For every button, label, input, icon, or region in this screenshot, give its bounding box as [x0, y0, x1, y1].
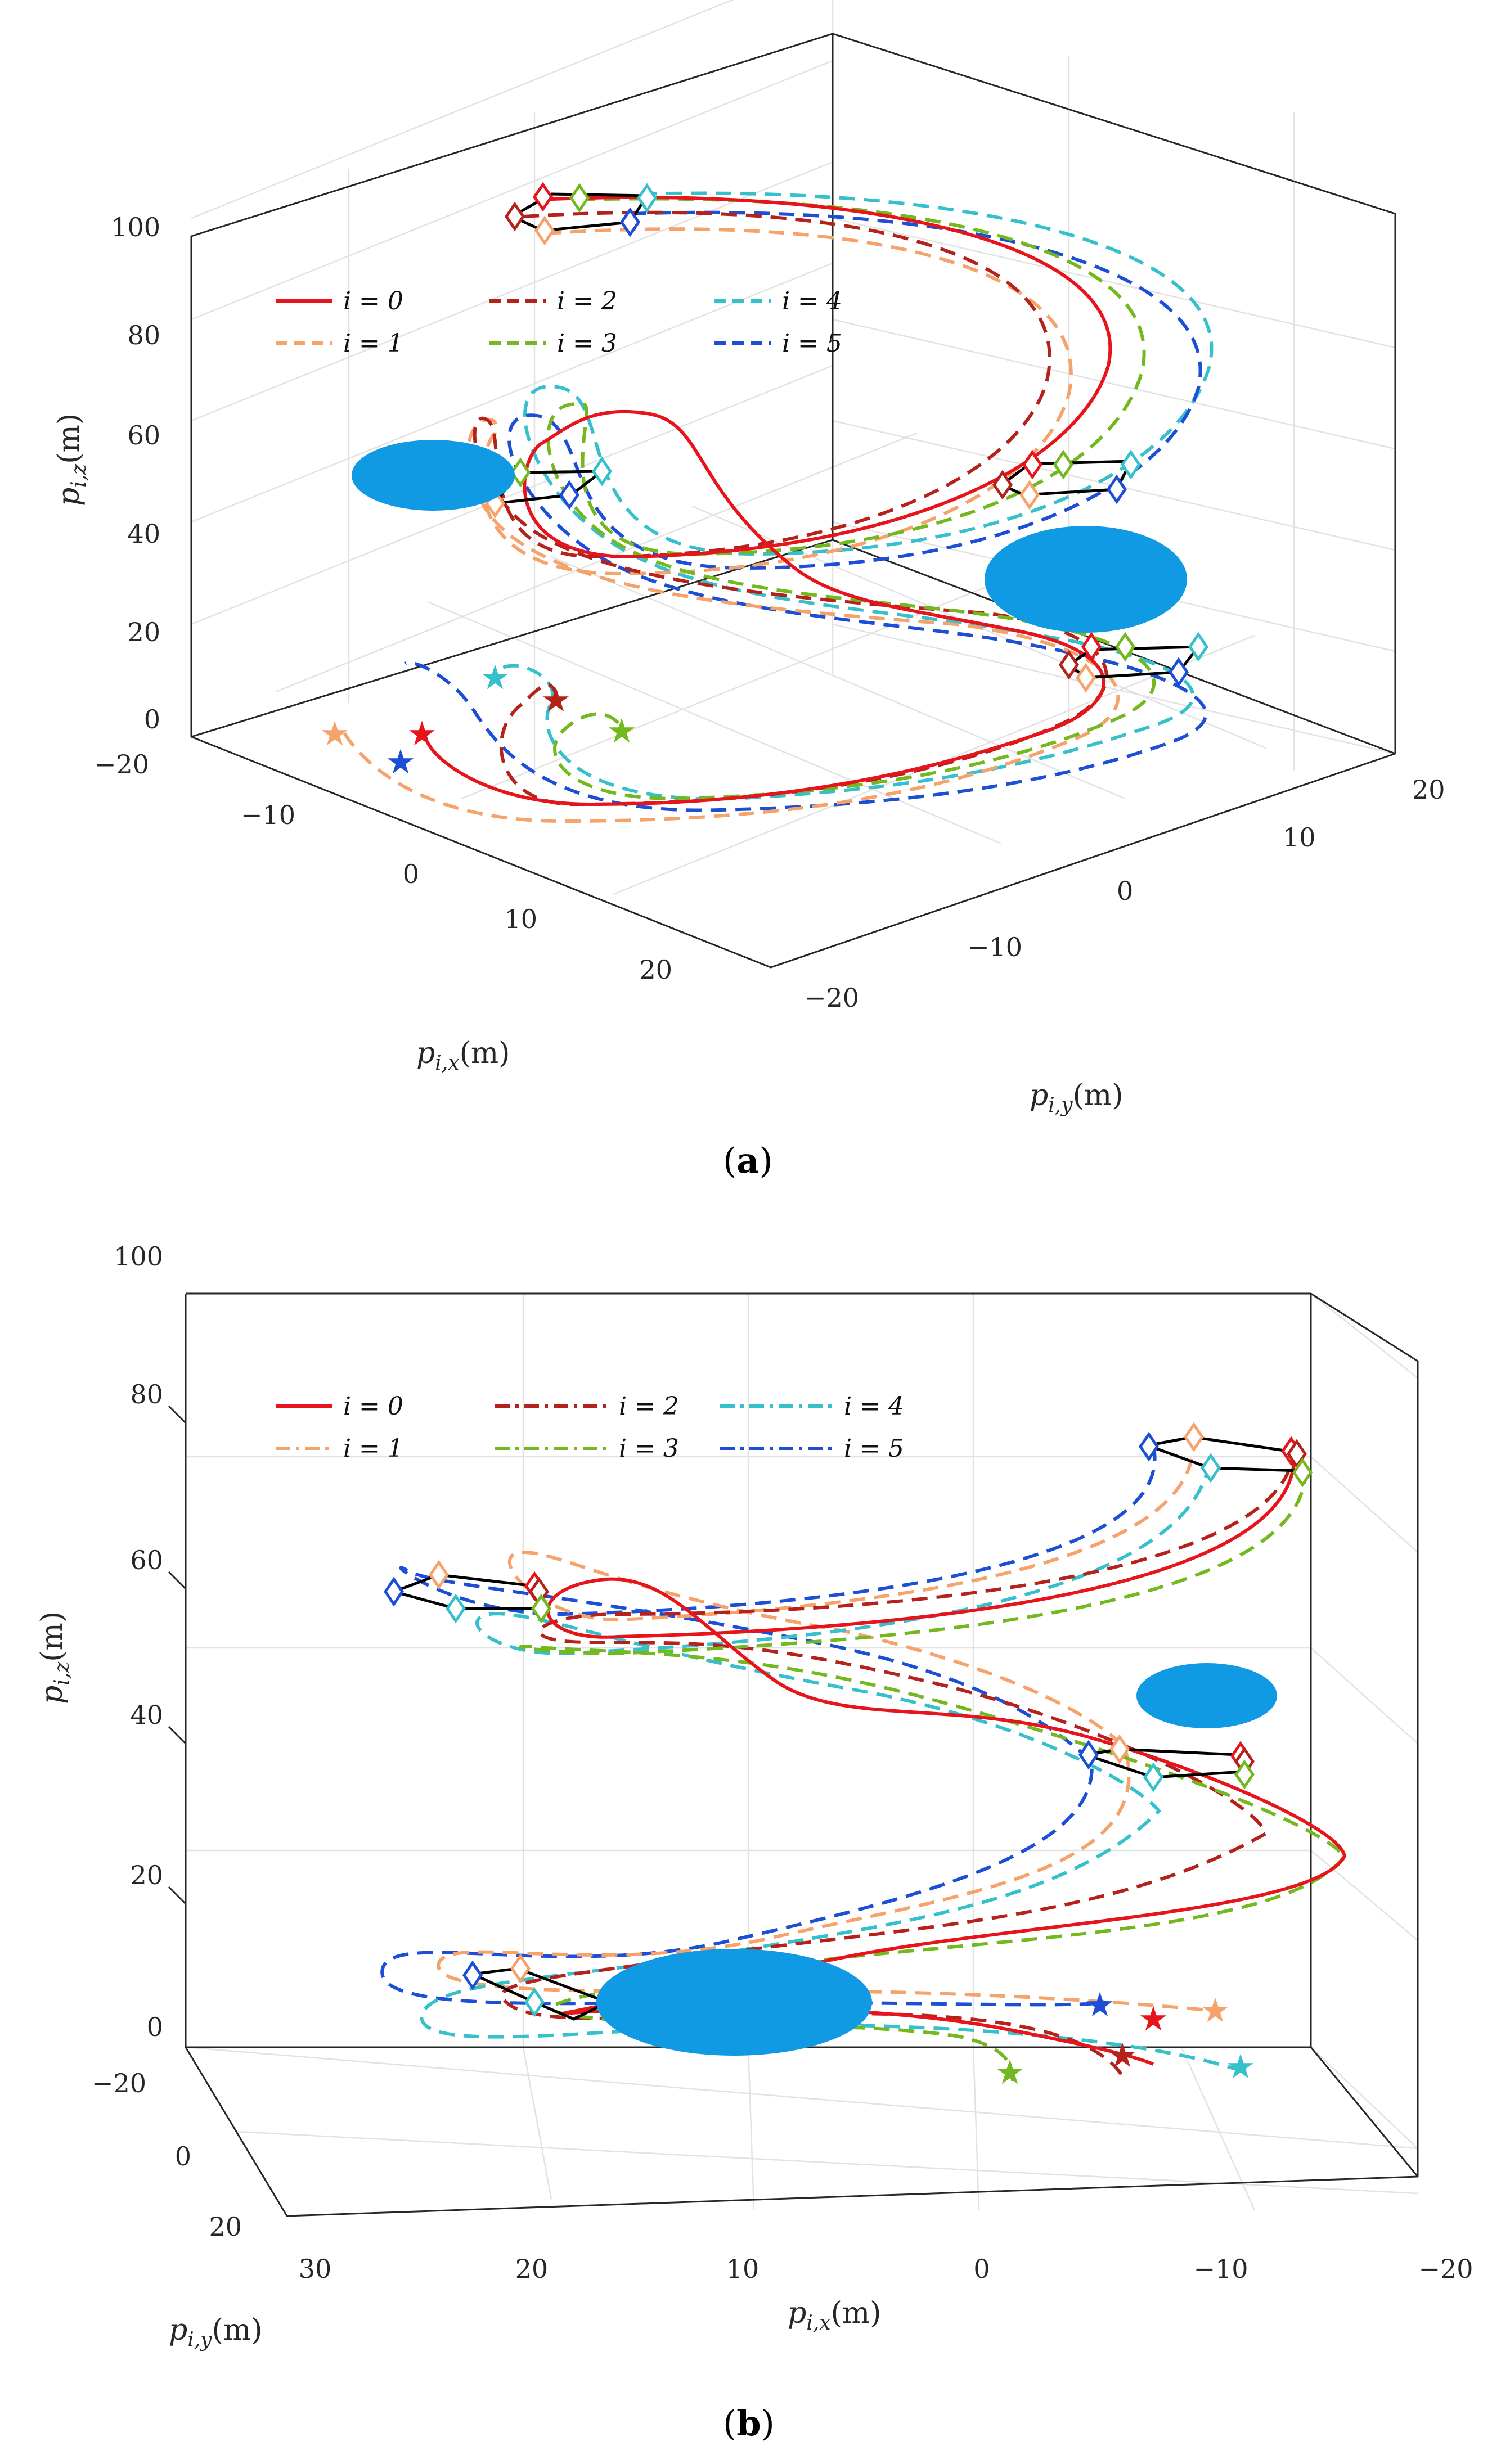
panel-b-series-i1 [437, 1434, 1216, 2012]
panel-b-obstacles [596, 1663, 1277, 2056]
panel-b-xtick-m10: −10 [1193, 2254, 1248, 2284]
panel-b-ytick-m20: −20 [92, 2068, 146, 2098]
panel-a-xtick-m20: −20 [95, 749, 149, 780]
panel-b-xlabel: pi,x(m) [788, 2296, 881, 2335]
panel-a-trajectories [341, 191, 1214, 823]
panel-a-series-i4 [493, 191, 1214, 801]
svg-text:★: ★ [480, 658, 510, 697]
panel-b-xtick-20: 20 [515, 2254, 549, 2284]
panel-b-y-ticks: −20 0 20 pi,y(m) [92, 2068, 263, 2352]
panel-a-legend-i3: i = 3 [557, 329, 617, 358]
panel-a-ztick-40: 40 [127, 519, 160, 549]
panel-a-xtick-10: 10 [504, 904, 537, 934]
panel-b-ytick-20: 20 [209, 2211, 242, 2242]
panel-a-ytick-20: 20 [1412, 774, 1445, 805]
panel-a-xtick-0: 0 [403, 859, 419, 889]
panel-a-caption: (a) [723, 1140, 773, 1181]
panel-a-grid [191, 0, 1396, 895]
panel-a-ztick-60: 60 [127, 420, 160, 451]
panel-a-obstacles [352, 440, 1187, 633]
panel-b-ztick-0: 0 [147, 2012, 163, 2042]
panel-a-series-i0 [426, 195, 1112, 807]
svg-text:★: ★ [1138, 1999, 1169, 2039]
panel-b-legend-i3: i = 3 [619, 1434, 679, 1463]
panel-b-legend-i1: i = 1 [343, 1434, 403, 1463]
panel-a-ztick-20: 20 [127, 617, 160, 647]
panel-a-ytick-m20: −20 [805, 983, 859, 1013]
panel-b-obstacle-1 [1136, 1663, 1277, 1728]
panel-b-legend-i4: i = 4 [844, 1392, 904, 1421]
panel-b-ztick-100: 100 [114, 1241, 163, 1272]
panel-b-legend-i2: i = 2 [619, 1392, 679, 1421]
panel-b-x-ticks: 30 20 10 0 −10 −20 pi,x(m) [299, 2254, 1473, 2335]
panel-a-xlabel: pi,x(m) [416, 1037, 510, 1075]
svg-text:★: ★ [606, 711, 637, 751]
svg-text:★: ★ [541, 681, 571, 720]
svg-text:★: ★ [1107, 2036, 1138, 2075]
panel-b: 100 80 60 40 20 0 pi,z(m) −20 0 20 pi,y(… [35, 1241, 1473, 2444]
svg-text:★: ★ [995, 2053, 1025, 2092]
panel-a-ytick-10: 10 [1283, 822, 1316, 853]
panel-a-legend-i1: i = 1 [343, 329, 403, 358]
panel-a-legend-i0: i = 0 [343, 287, 403, 316]
panel-b-axes-box [185, 1292, 1419, 2217]
panel-a-ztick-0: 0 [144, 704, 160, 735]
svg-text:★: ★ [1225, 2047, 1256, 2087]
svg-text:★: ★ [407, 714, 437, 754]
svg-text:★: ★ [1085, 1985, 1115, 2025]
panel-b-xtick-0: 0 [973, 2254, 990, 2284]
panel-a-legend-i4: i = 4 [782, 287, 842, 316]
panel-b-zlabel: pi,z(m) [35, 1611, 74, 1704]
panel-a-ylabel: pi,y(m) [1030, 1079, 1123, 1117]
panel-b-ytick-0: 0 [175, 2141, 191, 2172]
panel-a-legend: i = 0 i = 1 i = 2 i = 3 i = 4 i = 5 [276, 287, 842, 358]
panel-a-x-ticks: −20 −10 0 10 20 pi,x(m) [95, 749, 672, 1075]
svg-text:★: ★ [1200, 1991, 1230, 2030]
panel-a-ytick-0: 0 [1117, 876, 1133, 906]
panel-b-z-ticks: 100 80 60 40 20 0 pi,z(m) [35, 1241, 187, 2042]
panel-b-ztick-60: 60 [130, 1545, 163, 1575]
panel-a-caption-letter: a [736, 1140, 759, 1181]
panel-a-z-ticks: 100 80 60 40 20 0 pi,z(m) [52, 212, 160, 735]
panel-b-ylabel: pi,y(m) [169, 2313, 262, 2352]
panel-a-xtick-20: 20 [639, 954, 672, 985]
panel-a-legend-i5: i = 5 [782, 329, 842, 358]
panel-b-obstacle-2 [596, 1949, 872, 2056]
panel-b-xtick-10: 10 [726, 2254, 760, 2284]
panel-a-xtick-m10: −10 [241, 800, 295, 830]
panel-a-ztick-100: 100 [111, 212, 160, 242]
panel-b-series-i3 [519, 1467, 1347, 2082]
panel-b-ztick-20: 20 [130, 1860, 163, 1890]
panel-b-ztick-40: 40 [130, 1700, 163, 1730]
panel-b-ztick-80: 80 [130, 1379, 163, 1409]
panel-b-xtick-30: 30 [299, 2254, 332, 2284]
panel-a-obstacle-1 [352, 440, 515, 511]
panel-a-y-ticks: −20 −10 0 10 20 pi,y(m) [805, 774, 1445, 1117]
panel-a: 100 80 60 40 20 0 pi,z(m) −20 −10 0 10 2… [52, 0, 1445, 1181]
panel-b-legend: i = 0 i = 1 i = 2 i = 3 i = 4 i = 5 [276, 1392, 904, 1463]
svg-text:★: ★ [385, 742, 416, 782]
panel-a-zlabel: pi,z(m) [52, 413, 91, 506]
panel-b-xtick-m20: −20 [1418, 2254, 1473, 2284]
panel-a-legend-i2: i = 2 [557, 287, 617, 316]
panel-a-axes-box [190, 33, 1396, 969]
panel-b-caption-letter: b [736, 2403, 761, 2444]
panel-b-legend-i0: i = 0 [343, 1392, 403, 1421]
panel-a-obstacle-2 [985, 526, 1187, 633]
panel-a-ztick-80: 80 [127, 320, 160, 350]
svg-text:★: ★ [320, 714, 350, 754]
panel-a-ytick-m10: −10 [968, 932, 1022, 962]
panel-b-caption: (b) [723, 2403, 775, 2444]
panel-b-legend-i5: i = 5 [844, 1434, 904, 1463]
panel-a-series-i1 [341, 227, 1120, 823]
panel-a-stars: ★ ★ ★ ★ ★ ★ [320, 658, 637, 782]
panel-b-stars: ★ ★ ★ ★ ★ ★ [995, 1985, 1256, 2092]
